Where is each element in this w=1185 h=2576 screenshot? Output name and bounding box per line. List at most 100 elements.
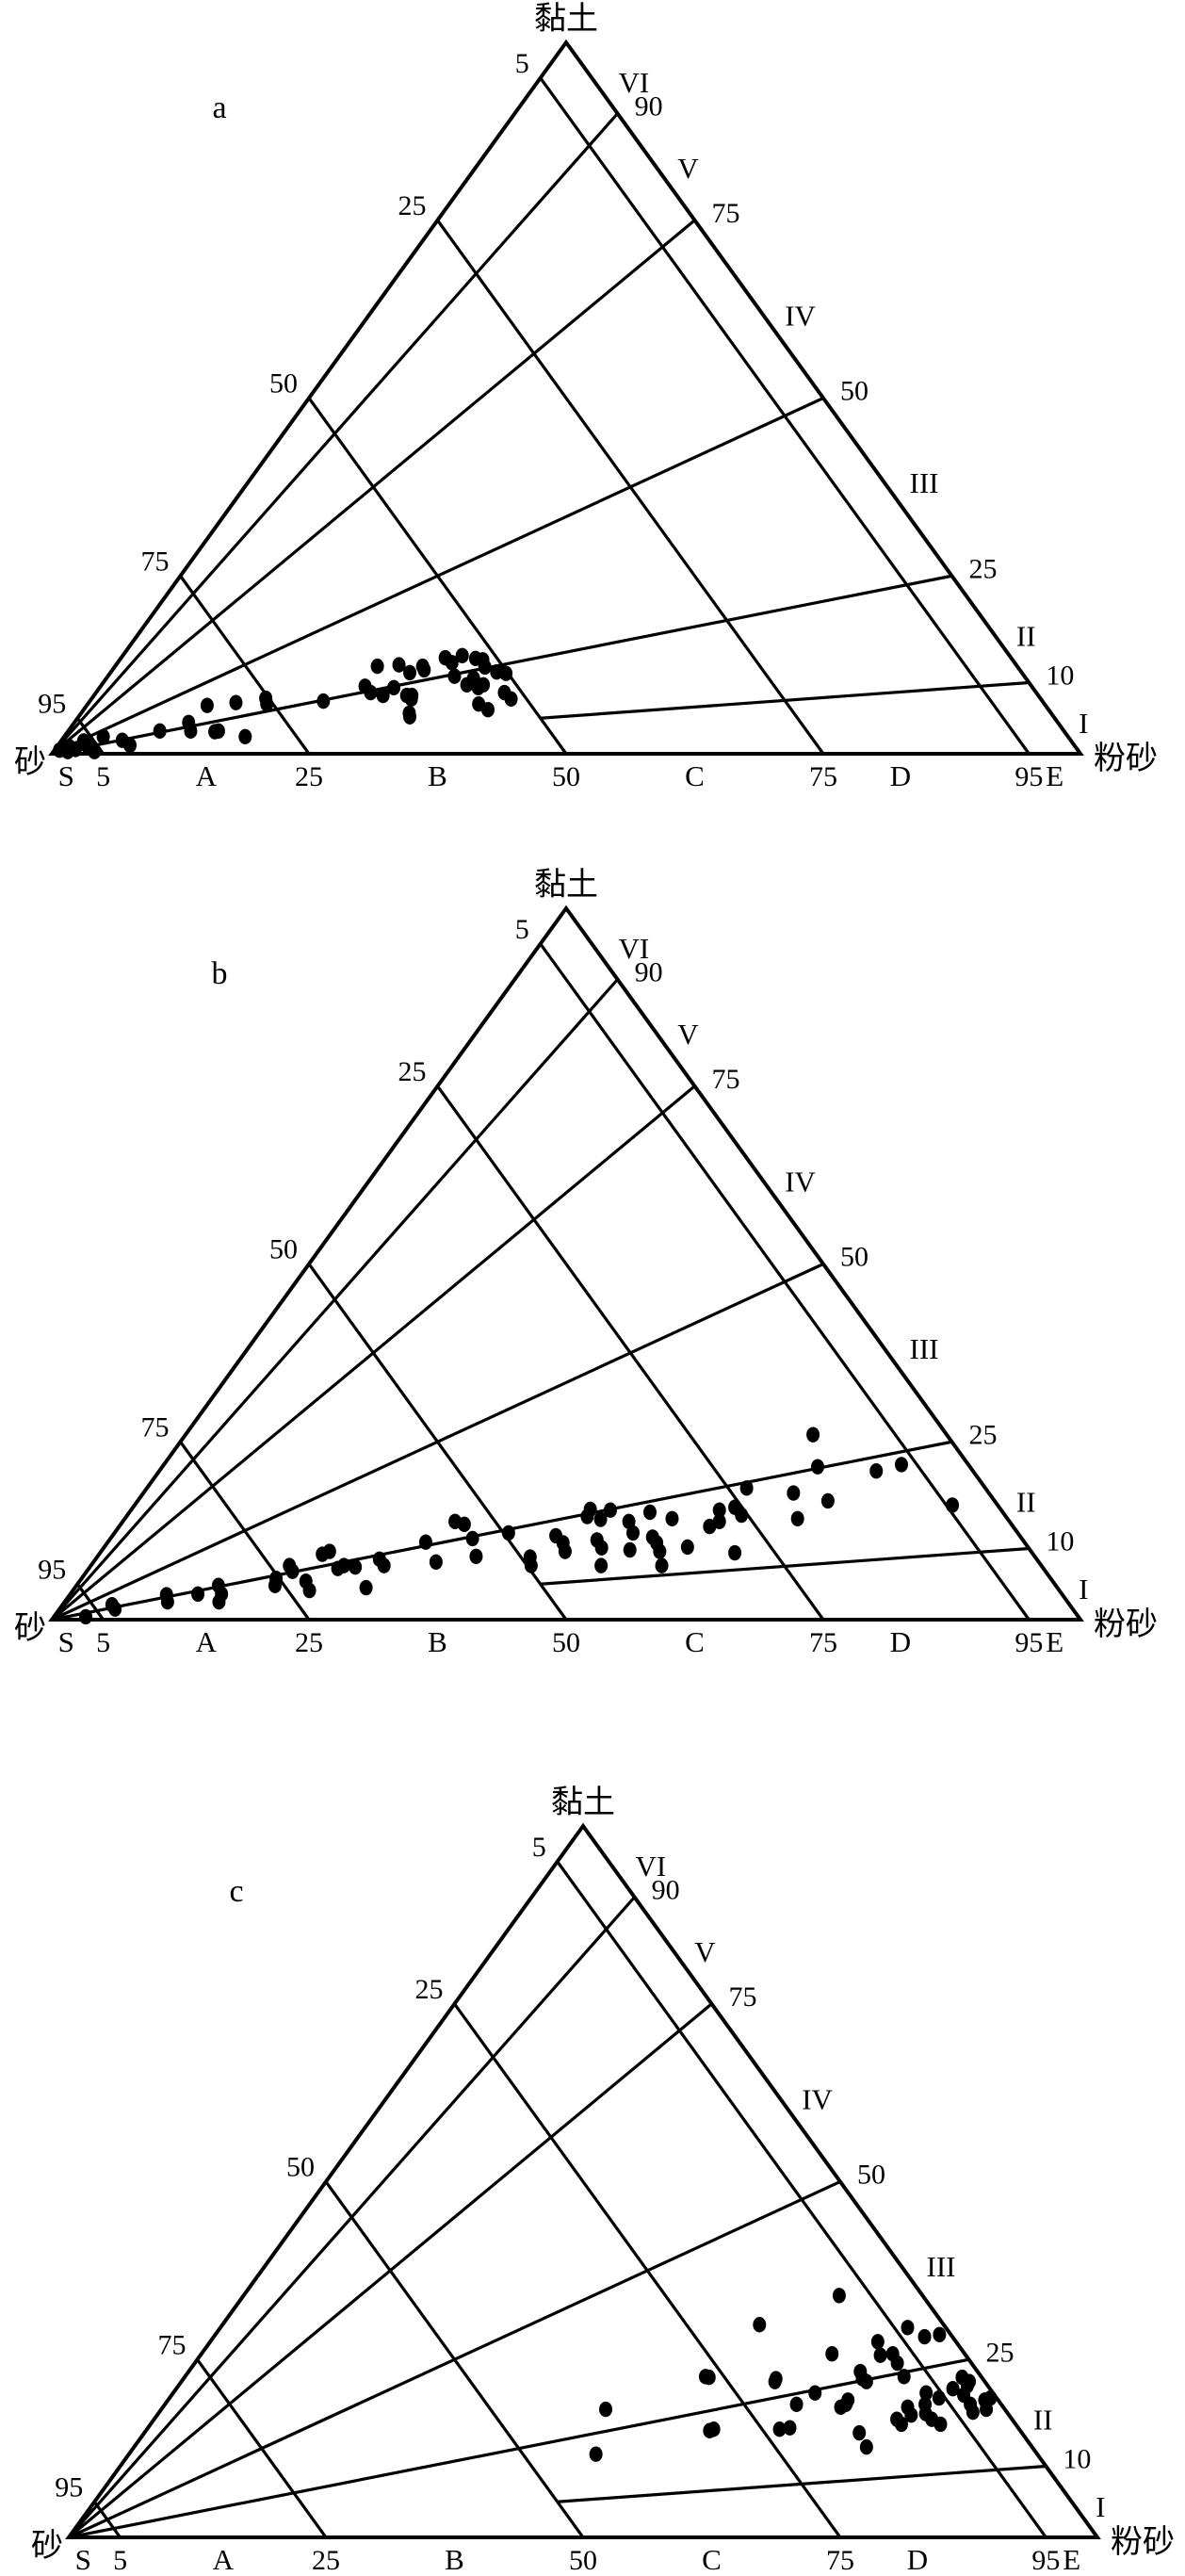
data-point <box>82 740 96 757</box>
clay-axis-label: 黏土 <box>534 0 598 38</box>
data-point <box>712 1502 726 1518</box>
right-tick-label-25: 25 <box>969 1419 998 1450</box>
data-point <box>501 1524 515 1541</box>
bottom-tick-label-25: 25 <box>295 1627 323 1658</box>
data-point <box>904 2406 918 2423</box>
zone-letter-E: E <box>1063 2543 1080 2576</box>
zone-letter-A: A <box>196 1625 218 1658</box>
clay-ratio-gridline-50 <box>51 1263 824 1622</box>
clay-axis-label: 黏土 <box>551 1784 615 1821</box>
data-point <box>465 1530 479 1547</box>
data-point <box>625 1524 640 1541</box>
roman-zone-label-II: II <box>1016 619 1036 652</box>
bottom-tick-label-95: 95 <box>1031 2545 1060 2576</box>
data-point <box>739 1480 754 1496</box>
data-point <box>160 1593 174 1610</box>
data-point <box>806 1427 820 1443</box>
bottom-tick-label-5: 5 <box>113 2545 127 2576</box>
data-point <box>890 2355 904 2372</box>
data-point <box>122 737 137 754</box>
zone-letter-A: A <box>196 759 218 792</box>
data-point <box>79 1608 93 1625</box>
panel-letter-a: a <box>212 90 226 125</box>
data-point <box>820 1492 835 1509</box>
bottom-tick-label-75: 75 <box>826 2545 854 2576</box>
zone-letter-S: S <box>58 1625 74 1658</box>
data-point <box>468 650 482 667</box>
left-tick-label-25: 25 <box>398 190 427 221</box>
zone-letter-D: D <box>907 2543 928 2576</box>
data-point <box>418 1534 432 1550</box>
bottom-tick-label-25: 25 <box>312 2545 340 2576</box>
data-point <box>834 2399 848 2416</box>
roman-zone-label-VI: VI <box>618 932 649 965</box>
roman-zone-label-VI: VI <box>618 66 649 99</box>
sand-axis-label: 砂 <box>14 743 46 781</box>
zone-letter-B: B <box>428 1625 447 1658</box>
right-tick-label-10: 10 <box>1046 660 1074 692</box>
data-point <box>215 1586 229 1603</box>
clay-ratio-gridline-90 <box>67 1896 636 2539</box>
data-point <box>469 1548 483 1565</box>
left-tick-label-5: 5 <box>532 1832 546 1863</box>
left-tick-label-50: 50 <box>269 368 298 399</box>
roman-zone-label-IV: IV <box>802 2083 833 2116</box>
bottom-tick-label-5: 5 <box>96 1627 110 1658</box>
right-tick-label-75: 75 <box>712 198 740 229</box>
data-point <box>623 1541 637 1558</box>
roman-zone-label-II: II <box>1033 2403 1053 2436</box>
roman-zone-label-IV: IV <box>785 300 816 333</box>
left-tick-label-5: 5 <box>515 914 529 945</box>
data-point <box>946 1497 960 1513</box>
data-point <box>966 2404 980 2421</box>
data-point <box>285 1563 300 1579</box>
data-point <box>594 1540 609 1556</box>
right-tick-label-50: 50 <box>857 2160 885 2191</box>
data-point <box>983 2389 998 2406</box>
data-point <box>728 1544 742 1561</box>
bottom-tick-label-25: 25 <box>295 761 323 792</box>
right-tick-label-10: 10 <box>1063 2444 1091 2475</box>
silt-axis-label: 粉砂 <box>1094 1606 1158 1643</box>
bottom-tick-label-95: 95 <box>1015 761 1043 792</box>
silt-axis-label: 粉砂 <box>1111 2523 1175 2561</box>
zone-letter-E: E <box>1046 1625 1063 1658</box>
clay-ratio-gridline-90 <box>50 112 619 756</box>
data-point <box>594 1557 609 1573</box>
data-point <box>504 691 518 708</box>
data-point <box>438 649 452 666</box>
data-point <box>405 687 419 704</box>
roman-zone-label-II: II <box>1016 1485 1036 1518</box>
data-point <box>60 743 74 759</box>
right-tick-label-75: 75 <box>729 1981 757 2013</box>
clay-ratio-gridline-75 <box>67 2002 713 2539</box>
data-point <box>558 1543 572 1559</box>
data-point <box>583 1501 597 1518</box>
data-point <box>349 1558 363 1575</box>
silt-axis-label: 粉砂 <box>1094 740 1158 777</box>
roman-zone-label-VI: VI <box>635 1850 666 1883</box>
data-point <box>364 684 378 701</box>
zone-letter-D: D <box>890 1625 911 1658</box>
data-point <box>481 701 495 718</box>
data-point <box>402 705 416 722</box>
data-point <box>790 1510 804 1526</box>
clay-ratio-gridline-10 <box>540 680 1030 720</box>
data-point <box>599 2401 613 2418</box>
roman-zone-label-I: I <box>1079 707 1088 740</box>
roman-zone-label-V: V <box>677 152 699 185</box>
zone-letter-C: C <box>685 759 705 792</box>
left-tick-label-75: 75 <box>141 546 170 577</box>
right-tick-label-90: 90 <box>635 91 663 122</box>
data-point <box>359 1579 373 1596</box>
panel-letter-c: c <box>229 1874 243 1909</box>
sand-axis-label: 砂 <box>31 2527 63 2565</box>
left-tick-label-25: 25 <box>398 1056 427 1087</box>
data-point <box>211 723 225 740</box>
data-point <box>917 2328 932 2345</box>
roman-zone-label-V: V <box>694 1935 716 1968</box>
data-point <box>603 1502 617 1518</box>
left-tick-label-25: 25 <box>415 1974 444 2005</box>
